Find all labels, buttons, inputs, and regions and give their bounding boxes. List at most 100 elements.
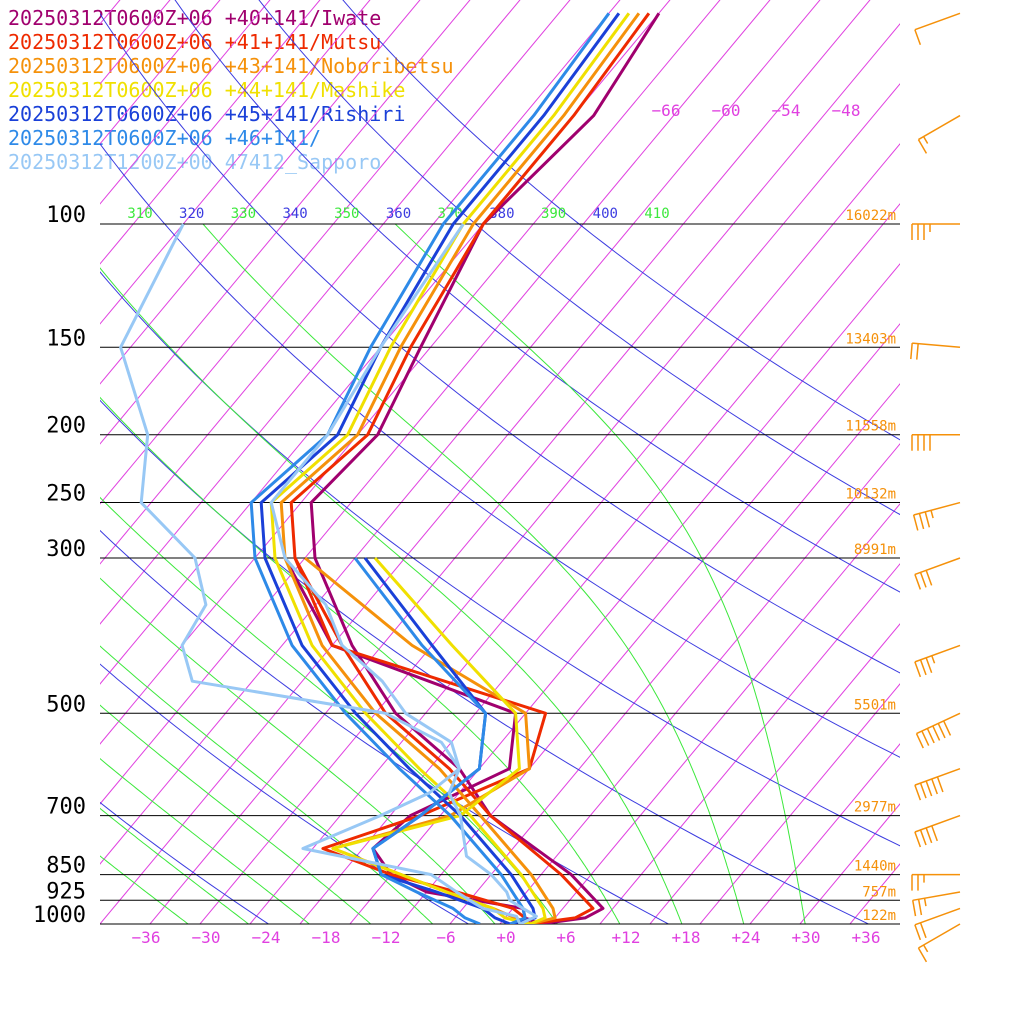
isotherm-line [749,743,900,924]
dry-adiabat-line [258,0,900,516]
temperature-profile [309,12,661,924]
isotherm-line [649,623,900,924]
temperature-axis-labels: −36 −30 −24 −18 −12 −6 +0 +6 +12 +18 +24 +30 +36 [132,928,881,947]
pressure-label: 250 [46,482,86,507]
isotherm-line [699,683,900,924]
wind-barb [911,891,961,917]
temperature-tick-label: −24 [252,928,281,947]
temperature-tick-label: −12 [372,928,401,947]
dry-adiabat-line [100,13,900,674]
dry-adiabat-line [100,663,470,924]
pressure-label: 850 [46,854,86,879]
height-label: 10132m [845,487,896,503]
theta-label: 310 [127,206,152,222]
isotherm-line [100,0,821,865]
pressure-label: 500 [46,692,86,717]
pressure-label: 100 [46,203,86,228]
isotherm-line [799,803,900,924]
isotherm-line [100,0,171,85]
temperature-profile [259,12,621,924]
temperature-profile [249,12,611,924]
temperature-tick-label: +36 [852,928,881,947]
theta-label: 350 [334,206,359,222]
moist-adiabat-line [394,223,806,924]
temperature-tick-label: −30 [192,928,221,947]
isotherm-line [249,143,900,924]
isotherm-line [599,563,900,924]
height-label: 13403m [845,331,896,347]
wind-barb [914,557,961,590]
top-temperature-label: −60 [712,101,741,120]
wind-barb [911,433,960,451]
dry-adiabat-line [100,529,670,924]
moist-adiabat-line [100,807,250,924]
pressure-label: 200 [46,414,86,439]
isotherm-line [100,0,671,685]
pressure-label: 700 [46,795,86,820]
isotherm-line [0,0,15,939]
pressure-label: 150 [46,326,86,351]
moist-adiabat-line [202,223,745,924]
temperature-profile [269,12,631,924]
temperature-tick-label: +18 [672,928,701,947]
top-temperature-label: −54 [772,101,801,120]
theta-label: 400 [593,206,618,222]
dry-adiabat-lines [100,0,900,924]
isotherm-line [100,0,271,205]
temperature-tick-label: +0 [496,928,515,947]
isotherm-line [100,0,371,325]
temperature-tick-label: +6 [556,928,575,947]
wind-barb [914,644,961,678]
dewpoint-profile [353,557,488,924]
isotherm-line [100,0,471,445]
dewpoint-profile [119,223,522,924]
pressure-label: 1000 [33,903,86,928]
isotherm-line [100,0,571,565]
height-label: 11558m [845,419,896,435]
temperature-tick-label: +30 [792,928,821,947]
isotherm-line [299,203,900,924]
isotherm-line [100,0,771,805]
theta-label: 410 [644,206,669,222]
height-labels: 16022m 13403m 11558m 10132m 8991m 5501m 2977m 1… [845,208,896,924]
dry-adiabat-line [342,0,900,441]
temperature-profile [279,12,641,924]
isotherm-line [199,83,900,924]
theta-label: 340 [282,206,307,222]
wind-barb [914,907,961,941]
isotherm-line [549,503,900,924]
isotherm-line [100,0,321,265]
wind-barb [914,768,961,801]
isotherm-line [449,383,900,924]
temperature-tick-label: −36 [132,928,161,947]
height-label: 2977m [854,800,896,816]
top-temperature-labels: −66 −60 −54 −48 [652,101,861,120]
top-temperature-label: −66 [652,101,681,120]
legend-entry: 20250312T0600Z+06 +46+141/ [8,126,322,150]
moist-adiabat-line [100,645,434,924]
isotherm-line [899,923,900,924]
wind-barbs [910,12,961,963]
wind-barb [917,114,961,154]
wind-barb [917,923,961,963]
wind-barb [910,342,961,360]
isotherm-line [100,0,621,625]
height-label: 1440m [854,859,896,875]
wind-barb [912,501,961,531]
isotherm-line [100,0,221,145]
isobar-lines [100,223,900,925]
sounding-profiles [119,12,661,924]
theta-label: 320 [179,206,204,222]
theta-labels: 310 320 330 340 350 360 370 380 390 400 410 [127,206,669,222]
moist-adiabat-line [100,267,683,924]
height-label: 757m [862,884,896,900]
moist-adiabat-line [100,855,189,924]
moist-adiabat-line [100,396,621,924]
moist-adiabat-line [100,704,372,924]
dry-adiabat-line [174,0,900,593]
theta-label: 360 [386,206,411,222]
isotherm-line [499,443,900,924]
dry-adiabat-line [100,143,900,758]
